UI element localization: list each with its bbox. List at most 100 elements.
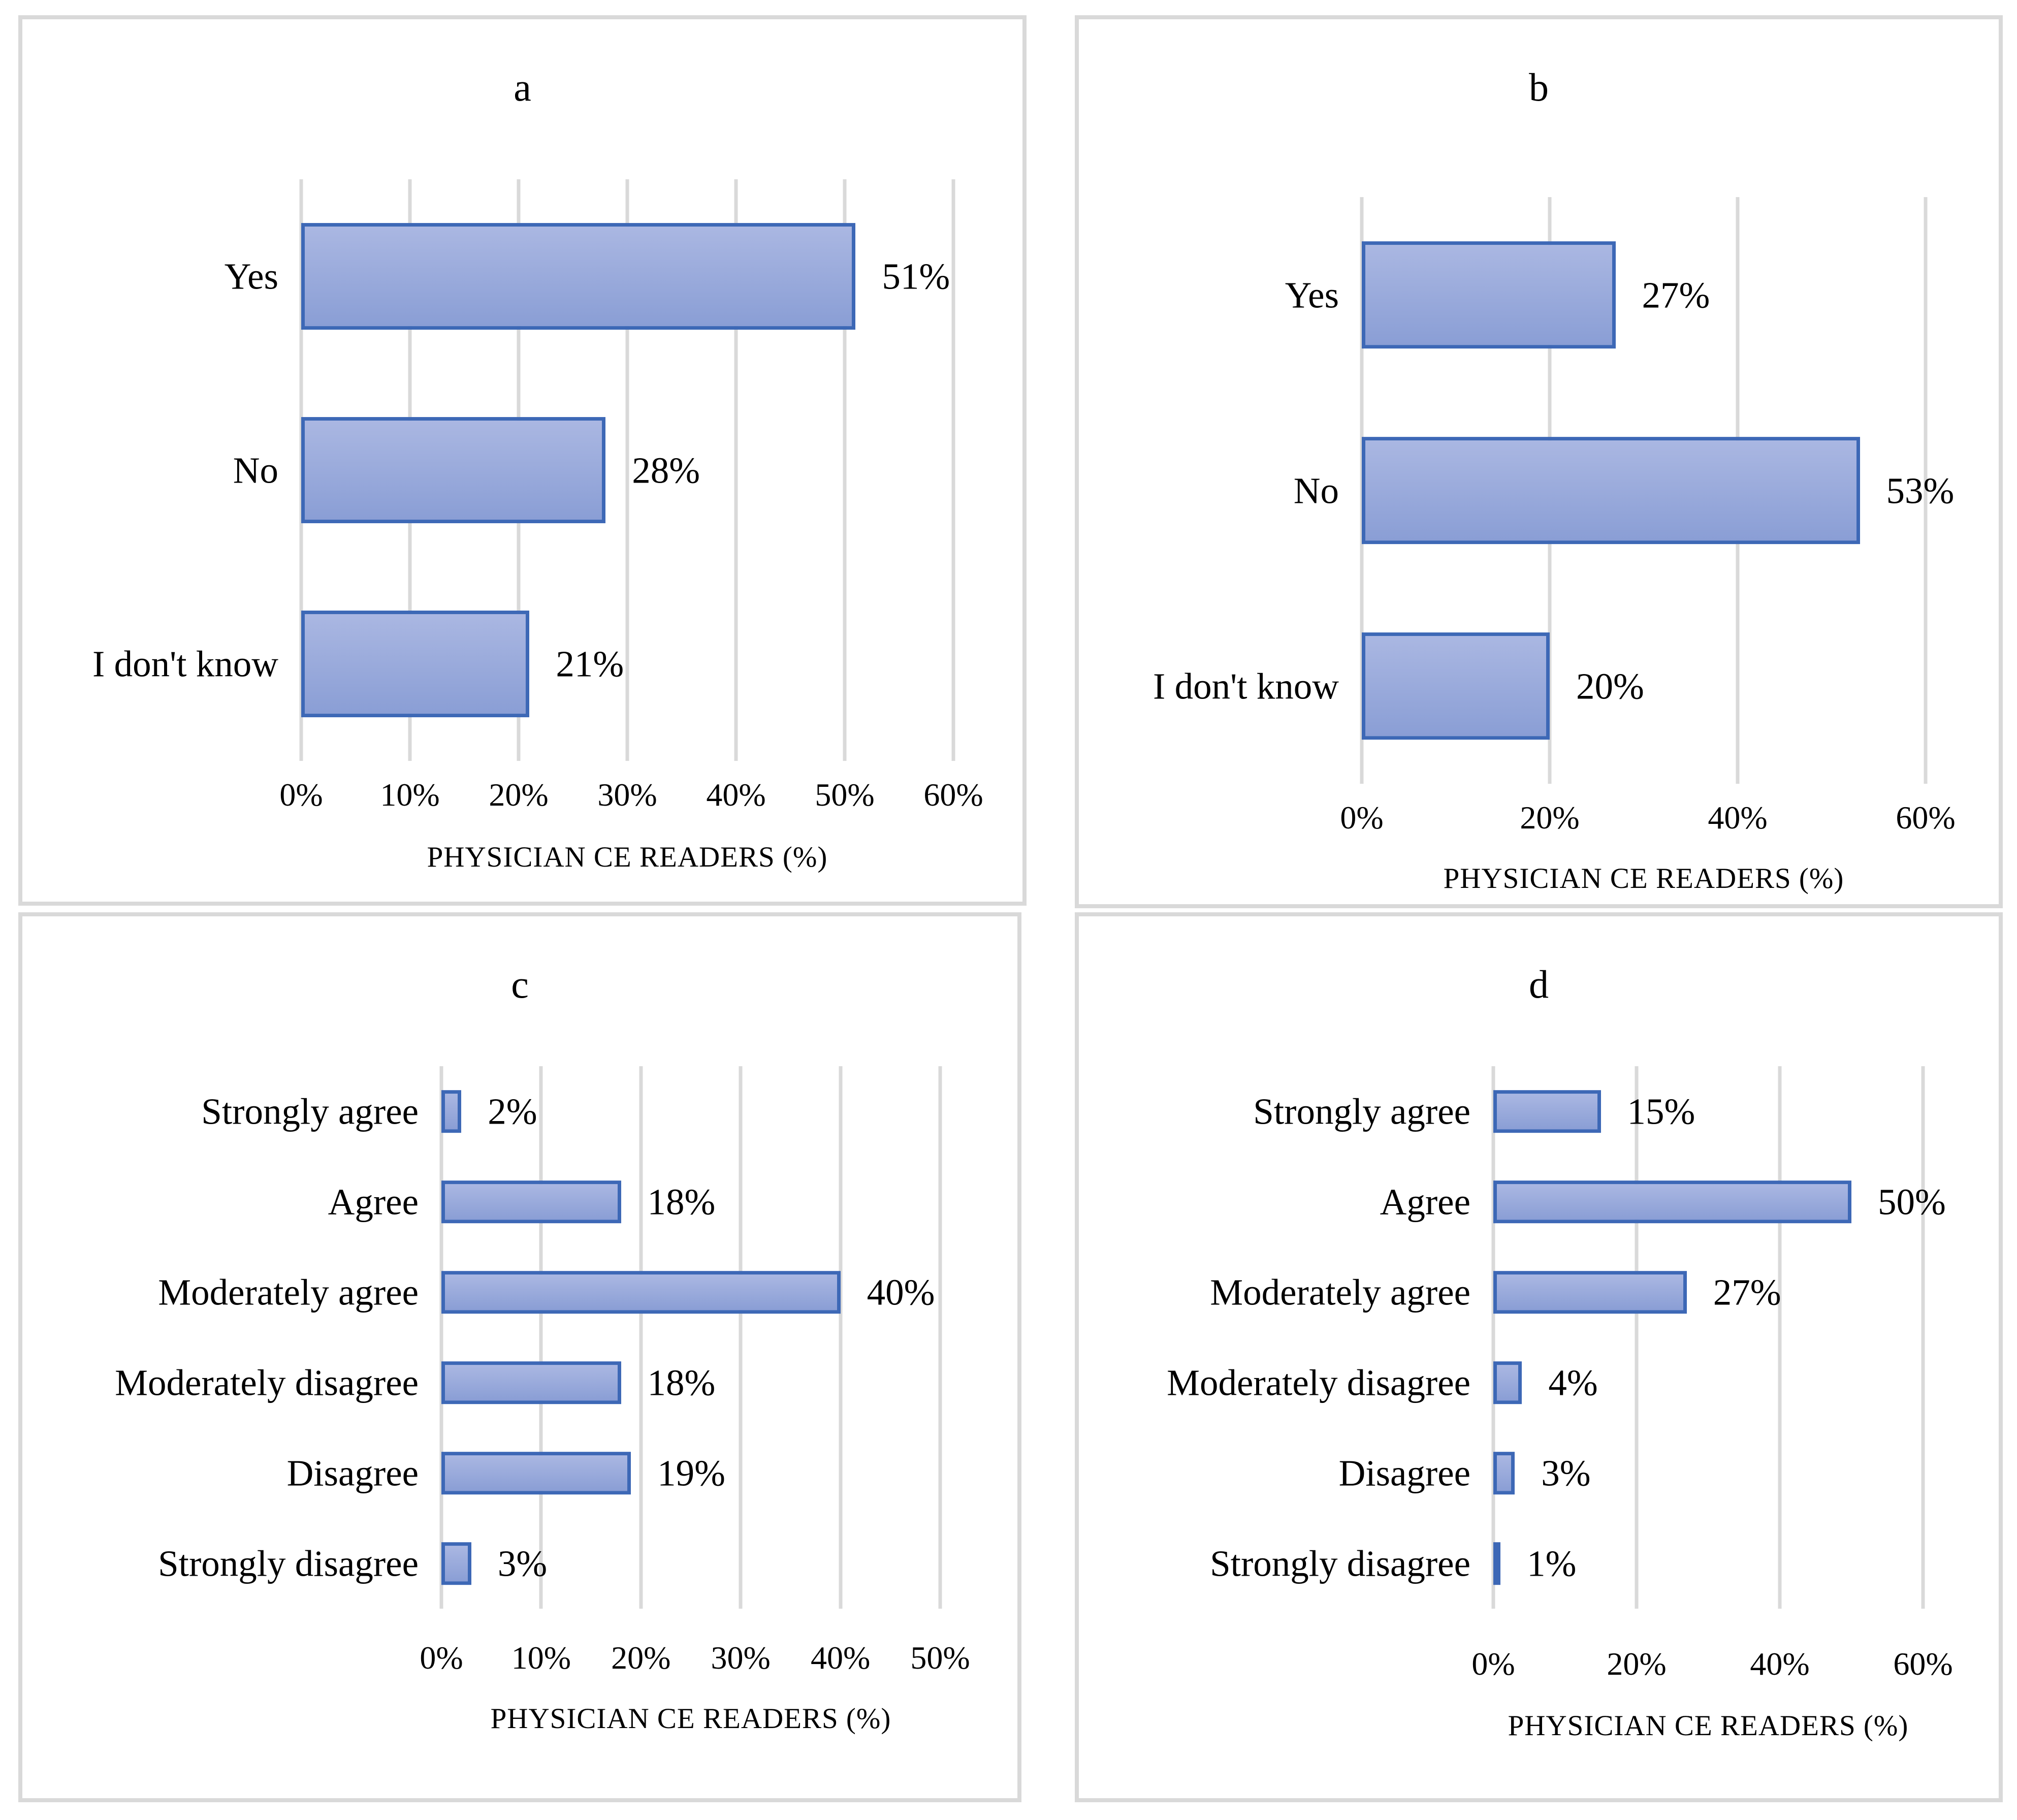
x-tick-30: 30%	[597, 777, 657, 813]
bar-agree	[1493, 1180, 1851, 1223]
bar-disagree	[441, 1452, 631, 1494]
value-label-no: 53%	[1886, 470, 1955, 511]
x-tick-40: 40%	[1750, 1646, 1810, 1682]
x-tick-0: 0%	[279, 777, 323, 813]
x-tick-40: 40%	[810, 1640, 871, 1676]
x-tick-20: 20%	[1607, 1646, 1667, 1682]
x-tick-30: 30%	[711, 1640, 771, 1676]
panel-a-plot-area: 51% 28% 21%	[299, 179, 955, 761]
bar-moderately-disagree	[1493, 1361, 1522, 1404]
gridline	[1921, 1066, 1925, 1609]
bar-yes	[1362, 241, 1616, 349]
x-tick-10: 10%	[511, 1640, 571, 1676]
value-label-moderately-agree: 27%	[1713, 1271, 1781, 1313]
bar-strongly-agree	[441, 1090, 462, 1133]
gridline	[625, 179, 629, 761]
x-tick-40: 40%	[1708, 800, 1768, 836]
category-label-moderately-disagree: Moderately disagree	[115, 1362, 419, 1403]
bar-strongly-agree	[1493, 1090, 1601, 1133]
x-tick-0: 0%	[1471, 1646, 1515, 1682]
value-label-moderately-disagree: 4%	[1548, 1362, 1598, 1403]
gridline	[843, 179, 847, 761]
panel-a-title: a	[514, 65, 531, 109]
bar-strongly-disagree	[1493, 1542, 1501, 1585]
category-label-no: No	[1293, 470, 1339, 511]
x-tick-0: 0%	[420, 1640, 463, 1676]
category-label-strongly-agree: Strongly agree	[1253, 1091, 1470, 1132]
value-label-agree: 18%	[647, 1181, 716, 1223]
y-axis-line	[439, 1066, 443, 1609]
value-label-disagree: 19%	[657, 1452, 725, 1494]
gridline	[734, 179, 738, 761]
bar-moderately-agree	[441, 1271, 841, 1314]
value-label-yes: 51%	[882, 256, 950, 297]
x-tick-20: 20%	[611, 1640, 671, 1676]
category-label-i-don-t-know: I don't know	[1153, 665, 1339, 707]
bar-i-don-t-know	[301, 611, 530, 718]
category-label-i-don-t-know: I don't know	[92, 643, 278, 685]
gridline	[938, 1066, 942, 1609]
panel-a: a 51% 28% 21% PHYSICIAN CE READERS (%) Yes…	[18, 15, 1027, 906]
value-label-i-don-t-know: 21%	[556, 643, 624, 685]
category-label-strongly-disagree: Strongly disagree	[1210, 1543, 1470, 1584]
bar-yes	[301, 222, 856, 330]
category-label-agree: Agree	[1380, 1181, 1470, 1223]
gridline	[951, 179, 955, 761]
value-label-no: 28%	[632, 450, 700, 491]
bar-moderately-disagree	[441, 1361, 621, 1404]
value-label-strongly-agree: 15%	[1627, 1091, 1695, 1132]
x-tick-60: 60%	[1893, 1646, 1953, 1682]
category-label-strongly-disagree: Strongly disagree	[158, 1543, 419, 1584]
bar-agree	[441, 1180, 621, 1223]
value-label-moderately-agree: 40%	[867, 1271, 935, 1313]
value-label-strongly-disagree: 1%	[1527, 1543, 1577, 1584]
bar-i-don-t-know	[1362, 632, 1550, 740]
category-label-no: No	[233, 450, 278, 491]
category-label-yes: Yes	[1285, 274, 1339, 315]
x-tick-60: 60%	[1896, 800, 1956, 836]
category-label-yes: Yes	[224, 256, 278, 297]
bar-moderately-agree	[1493, 1271, 1687, 1314]
x-tick-0: 0%	[1340, 800, 1384, 836]
x-tick-20: 20%	[489, 777, 549, 813]
value-label-disagree: 3%	[1541, 1452, 1591, 1494]
panel-c-x-axis-title: PHYSICIAN CE READERS (%)	[490, 1703, 891, 1735]
value-label-strongly-agree: 2%	[488, 1091, 537, 1132]
bar-no	[301, 417, 606, 524]
x-tick-60: 60%	[923, 777, 983, 813]
panel-b: b 27% 53% 20% PHYSICIAN CE READERS (%) Yes…	[1075, 15, 2003, 908]
value-label-moderately-disagree: 18%	[647, 1362, 716, 1403]
panel-d-x-axis-title: PHYSICIAN CE READERS (%)	[1508, 1710, 1909, 1742]
x-tick-10: 10%	[380, 777, 440, 813]
gridline	[539, 1066, 543, 1609]
category-label-agree: Agree	[328, 1181, 419, 1223]
y-axis-line	[1491, 1066, 1495, 1609]
gridline	[639, 1066, 643, 1609]
bar-no	[1362, 436, 1860, 545]
category-label-strongly-agree: Strongly agree	[201, 1091, 419, 1132]
x-tick-20: 20%	[1520, 800, 1580, 836]
category-label-disagree: Disagree	[1338, 1452, 1470, 1494]
bar-disagree	[1493, 1452, 1515, 1494]
x-tick-50: 50%	[910, 1640, 970, 1676]
value-label-agree: 50%	[1878, 1181, 1946, 1223]
gridline	[1924, 197, 1928, 784]
value-label-i-don-t-know: 20%	[1576, 665, 1644, 707]
gridline	[1635, 1066, 1639, 1609]
gridline	[839, 1066, 843, 1609]
value-label-strongly-disagree: 3%	[497, 1543, 548, 1584]
bar-strongly-disagree	[441, 1542, 471, 1585]
x-tick-50: 50%	[815, 777, 875, 813]
gridline	[1778, 1066, 1782, 1609]
category-label-moderately-agree: Moderately agree	[158, 1271, 419, 1313]
panel-c: c 2% 18% 40% 18% 19% 3% PHYSICIAN CE READERS …	[18, 912, 1021, 1802]
category-label-moderately-disagree: Moderately disagree	[1167, 1362, 1470, 1403]
panel-d: d 15% 50% 27% 4% 3% 1% PHYSICIAN CE READERS (…	[1075, 912, 2003, 1802]
panel-b-title: b	[1529, 65, 1549, 109]
x-tick-40: 40%	[706, 777, 766, 813]
panel-b-plot-area: 27% 53% 20%	[1360, 197, 1954, 784]
value-label-yes: 27%	[1642, 274, 1710, 315]
category-label-moderately-agree: Moderately agree	[1210, 1271, 1470, 1313]
panel-a-x-axis-title: PHYSICIAN CE READERS (%)	[427, 841, 828, 873]
